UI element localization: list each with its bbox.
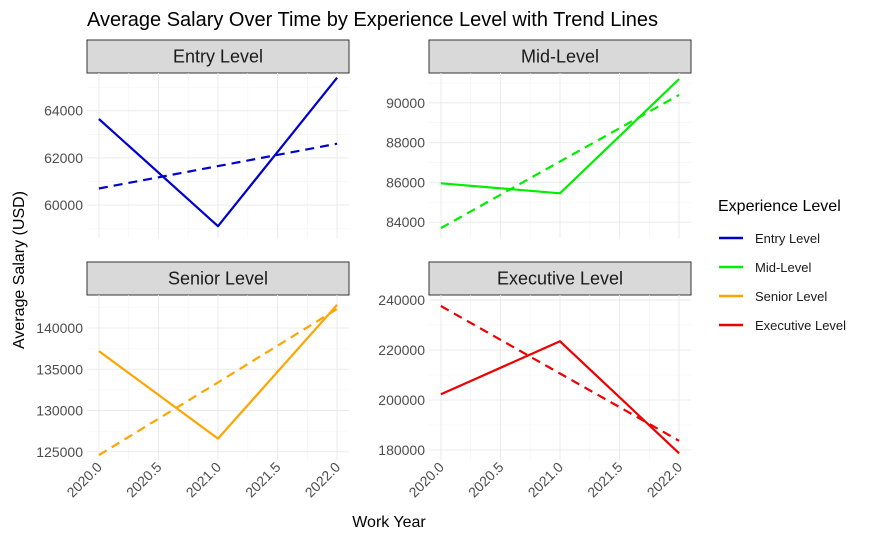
x-tick-label: 2020.5: [465, 459, 507, 501]
y-tick-label: 64000: [44, 103, 83, 119]
chart-title: Average Salary Over Time by Experience L…: [87, 9, 658, 31]
legend-title: Experience Level: [718, 198, 841, 215]
trend-line-entry-level: [98, 142, 338, 190]
legend: Experience Level Entry Level Mid-Level Sen…: [718, 198, 846, 333]
strip-label-executive-level: Executive Level: [497, 269, 623, 289]
series-line-entry-level: [98, 77, 338, 228]
trend-line-mid-level: [440, 93, 680, 230]
y-tick-label: 180000: [378, 442, 425, 458]
panel-entry-level: Entry Level 60000 62000 64000: [44, 39, 350, 238]
y-tick-label: 140000: [36, 320, 83, 336]
y-tick-label: 130000: [36, 403, 83, 419]
legend-item-executive-level: Executive Level: [719, 318, 846, 333]
x-tick-label: 2020.5: [123, 459, 165, 501]
y-tick-label: 90000: [386, 95, 425, 111]
y-tick-label: 125000: [36, 444, 83, 460]
strip-label-senior-level: Senior Level: [168, 269, 268, 289]
strip-executive-level: [428, 261, 692, 296]
x-axis-title: Work Year: [352, 514, 426, 531]
x-tick-label: 2022.0: [302, 459, 344, 501]
panel-senior-level: Senior Level 125000 130000 135000 140000 2020…: [36, 261, 350, 501]
y-tick-label: 240000: [378, 292, 425, 308]
y-axis-title: Average Salary (USD): [11, 191, 28, 349]
strip-label-mid-level: Mid-Level: [521, 47, 599, 67]
legend-label-executive-level: Executive Level: [755, 318, 846, 333]
panel-executive-level: Executive Level 180000 200000 220000 240000 2…: [378, 261, 692, 501]
legend-item-entry-level: Entry Level: [719, 231, 820, 246]
facet-panels: Entry Level 60000 62000 64000 Mid-Level 84000…: [36, 39, 692, 501]
y-tick-label: 62000: [44, 150, 83, 166]
x-tick-label: 2020.0: [63, 459, 105, 501]
x-tick-label: 2021.0: [183, 459, 225, 501]
x-tick-label: 2021.5: [584, 459, 626, 501]
legend-item-mid-level: Mid-Level: [719, 260, 811, 275]
y-tick-label: 60000: [44, 197, 83, 213]
strip-label-entry-level: Entry Level: [173, 47, 263, 67]
series-line-senior-level: [98, 304, 338, 440]
strip-senior-level: [86, 261, 350, 296]
y-tick-label: 84000: [386, 214, 425, 230]
y-tick-label: 135000: [36, 361, 83, 377]
legend-label-senior-level: Senior Level: [755, 289, 827, 304]
strip-entry-level: [86, 39, 350, 74]
trend-line-executive-level: [440, 305, 680, 442]
series-line-executive-level: [440, 340, 680, 455]
y-tick-label: 220000: [378, 342, 425, 358]
x-tick-label: 2020.0: [405, 459, 447, 501]
y-tick-label: 200000: [378, 392, 425, 408]
x-tick-label: 2021.5: [242, 459, 284, 501]
legend-item-senior-level: Senior Level: [719, 289, 827, 304]
panel-mid-level: Mid-Level 84000 86000 88000 90000: [386, 39, 692, 238]
trend-line-senior-level: [98, 308, 338, 457]
y-tick-label: 86000: [386, 174, 425, 190]
legend-label-entry-level: Entry Level: [755, 231, 820, 246]
x-tick-label: 2022.0: [644, 459, 686, 501]
legend-label-mid-level: Mid-Level: [755, 260, 811, 275]
x-tick-label: 2021.0: [525, 459, 567, 501]
y-tick-label: 88000: [386, 135, 425, 151]
